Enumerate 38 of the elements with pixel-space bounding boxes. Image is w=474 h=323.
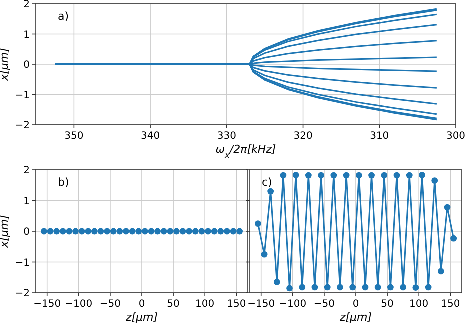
x-tick-label: 50	[381, 299, 394, 310]
y-tick-label: −1	[15, 258, 30, 269]
y-tick-label: −1	[15, 90, 30, 102]
x-tick-label: 320	[294, 131, 313, 142]
x-tick-label: 0	[138, 299, 146, 310]
annotation: a)	[58, 10, 70, 23]
y-axis-title: x[μm]	[0, 48, 11, 82]
y-tick-label: −2	[15, 120, 30, 132]
x-axis-title: ω$_{x}$/2π[kHz]	[216, 143, 276, 160]
x-tick-label: −100	[279, 299, 307, 310]
x-tick-label: 100	[196, 299, 215, 310]
x-tick-label: −50	[314, 299, 336, 310]
y-tick-label: 2	[24, 0, 30, 10]
x-tick-label: 150	[227, 299, 246, 310]
x-tick-label: 340	[141, 131, 160, 142]
x-tick-label: 330	[217, 131, 236, 142]
y-tick-label: 0	[24, 227, 30, 238]
x-tick-label: −150	[248, 299, 276, 310]
x-tick-label: 0	[352, 299, 360, 310]
x-tick-label: 100	[410, 299, 429, 310]
x-axis-title: z[μm]	[124, 311, 158, 323]
x-tick-label: 300	[446, 131, 466, 142]
x-tick-label: 50	[167, 299, 180, 310]
annotation: b)	[58, 176, 70, 189]
y-tick-label: 1	[24, 196, 30, 208]
annotation: c)	[262, 176, 272, 189]
x-tick-label: −150	[34, 299, 62, 310]
x-tick-label: 350	[64, 131, 84, 142]
x-tick-label: −50	[100, 299, 122, 310]
y-tick-label: 2	[24, 166, 30, 176]
x-axis-title: z[μm]	[338, 311, 372, 323]
x-tick-label: 310	[370, 131, 390, 142]
y-tick-label: 1	[24, 30, 30, 41]
y-tick-label: 0	[24, 60, 30, 71]
y-tick-label: −2	[15, 288, 30, 300]
y-axis-title: x[μm]	[0, 215, 11, 249]
x-tick-label: 150	[441, 299, 460, 310]
x-tick-label: −100	[65, 299, 93, 310]
